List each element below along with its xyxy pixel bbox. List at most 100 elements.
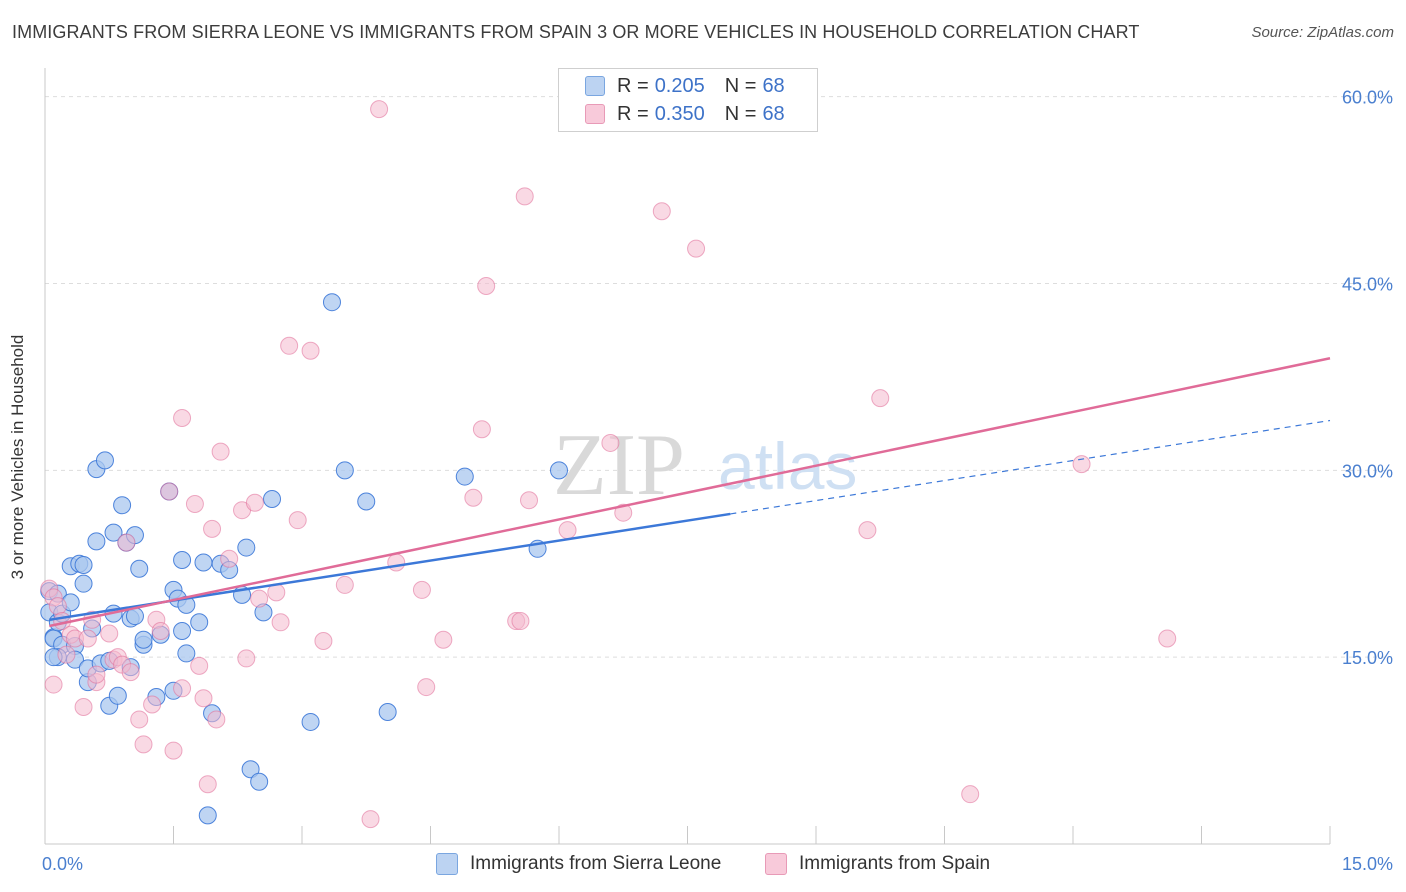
source-label: Source: ZipAtlas.com xyxy=(1251,24,1394,41)
point-sierra-leone xyxy=(74,556,93,575)
y-tick-label: 15.0% xyxy=(1342,648,1393,668)
x-tick-label: 15.0% xyxy=(1342,854,1393,874)
legend-r-value: 0.350 xyxy=(654,102,705,125)
point-spain xyxy=(185,494,204,513)
point-spain xyxy=(520,491,539,510)
point-spain xyxy=(387,553,406,572)
point-spain xyxy=(250,589,269,608)
trend-line-spain xyxy=(49,357,1331,628)
point-spain xyxy=(871,389,890,408)
legend-r-label: R = xyxy=(617,102,649,125)
point-sierra-leone xyxy=(250,772,269,791)
point-spain xyxy=(288,511,307,530)
point-spain xyxy=(117,533,136,552)
point-sierra-leone xyxy=(263,489,282,508)
axes xyxy=(44,68,1331,845)
point-spain xyxy=(74,697,93,716)
point-spain xyxy=(515,187,534,206)
point-sierra-leone xyxy=(173,551,192,570)
point-spain xyxy=(211,442,230,461)
point-spain xyxy=(160,482,179,501)
point-sierra-leone xyxy=(322,293,341,312)
point-spain xyxy=(44,675,63,694)
legend-row-pink: R = 0.350 N = 68 xyxy=(559,100,785,128)
point-spain xyxy=(190,656,209,675)
point-sierra-leone xyxy=(173,622,192,641)
point-spain xyxy=(558,521,577,540)
point-spain xyxy=(100,624,119,643)
point-spain xyxy=(194,689,213,708)
point-spain xyxy=(134,735,153,754)
point-spain xyxy=(477,277,496,296)
point-spain xyxy=(601,433,620,452)
point-spain xyxy=(164,741,183,760)
point-spain xyxy=(417,678,436,697)
point-spain xyxy=(472,420,491,439)
point-sierra-leone xyxy=(237,538,256,557)
point-spain xyxy=(121,663,140,682)
point-spain xyxy=(511,612,530,631)
point-sierra-leone xyxy=(134,630,153,649)
legend-swatch-blue xyxy=(585,76,605,96)
point-spain xyxy=(48,597,67,616)
point-spain xyxy=(151,622,170,641)
point-sierra-leone xyxy=(130,559,149,578)
point-spain xyxy=(203,519,222,538)
watermark-zip: ZIP xyxy=(553,417,685,514)
y-tick-label: 60.0% xyxy=(1342,88,1393,108)
point-sierra-leone xyxy=(335,461,354,480)
legend-item-spain: Immigrants from Spain xyxy=(765,850,990,878)
series-spain xyxy=(40,100,1177,829)
y-tick-label: 45.0% xyxy=(1342,275,1393,295)
point-spain xyxy=(370,100,389,119)
legend-row-blue: R = 0.205 N = 68 xyxy=(559,72,785,100)
point-sierra-leone xyxy=(357,492,376,511)
legend-n-label: N = xyxy=(724,102,757,125)
point-spain xyxy=(412,580,431,599)
point-sierra-leone xyxy=(177,644,196,663)
point-spain xyxy=(245,493,264,512)
tick-labels: 15.0% 30.0% 45.0% 60.0% 0.0% 15.0% xyxy=(42,88,1393,874)
legend-swatch-blue xyxy=(436,853,458,875)
point-spain xyxy=(1072,455,1091,474)
point-spain xyxy=(143,695,162,714)
legend-swatch-pink xyxy=(585,104,605,124)
point-spain xyxy=(434,630,453,649)
point-spain xyxy=(687,239,706,258)
point-sierra-leone xyxy=(95,451,114,470)
point-spain xyxy=(1158,629,1177,648)
point-spain xyxy=(464,488,483,507)
x-tick-label: 0.0% xyxy=(42,854,83,874)
legend-item-sierra-leone: Immigrants from Sierra Leone xyxy=(436,850,721,878)
point-sierra-leone xyxy=(241,760,260,779)
watermark-atlas: atlas xyxy=(718,429,857,503)
point-spain xyxy=(207,710,226,729)
point-spain xyxy=(614,503,633,522)
point-spain xyxy=(220,549,239,568)
point-spain xyxy=(87,665,106,684)
point-spain xyxy=(173,679,192,698)
point-sierra-leone xyxy=(108,686,127,705)
point-sierra-leone xyxy=(194,553,213,572)
point-sierra-leone xyxy=(87,532,106,551)
point-spain xyxy=(361,810,380,829)
point-sierra-leone xyxy=(104,523,123,542)
point-spain xyxy=(237,649,256,668)
legend-label-spain: Immigrants from Spain xyxy=(799,853,991,874)
gridlines xyxy=(45,96,1392,658)
legend-r-value: 0.205 xyxy=(654,74,705,97)
point-spain xyxy=(858,521,877,540)
legend-n-value: 68 xyxy=(762,102,785,125)
point-sierra-leone xyxy=(378,702,397,721)
point-spain xyxy=(335,575,354,594)
point-spain xyxy=(314,631,333,650)
legend-label-sierra-leone: Immigrants from Sierra Leone xyxy=(470,853,722,874)
point-spain xyxy=(130,710,149,729)
y-tick-label: 30.0% xyxy=(1342,461,1393,481)
chart-title: IMMIGRANTS FROM SIERRA LEONE VS IMMIGRAN… xyxy=(12,22,1140,42)
point-sierra-leone xyxy=(550,461,568,480)
trend-line-sierra-leone-extension xyxy=(730,419,1331,515)
trend-lines xyxy=(49,357,1331,628)
point-sierra-leone xyxy=(113,496,132,515)
